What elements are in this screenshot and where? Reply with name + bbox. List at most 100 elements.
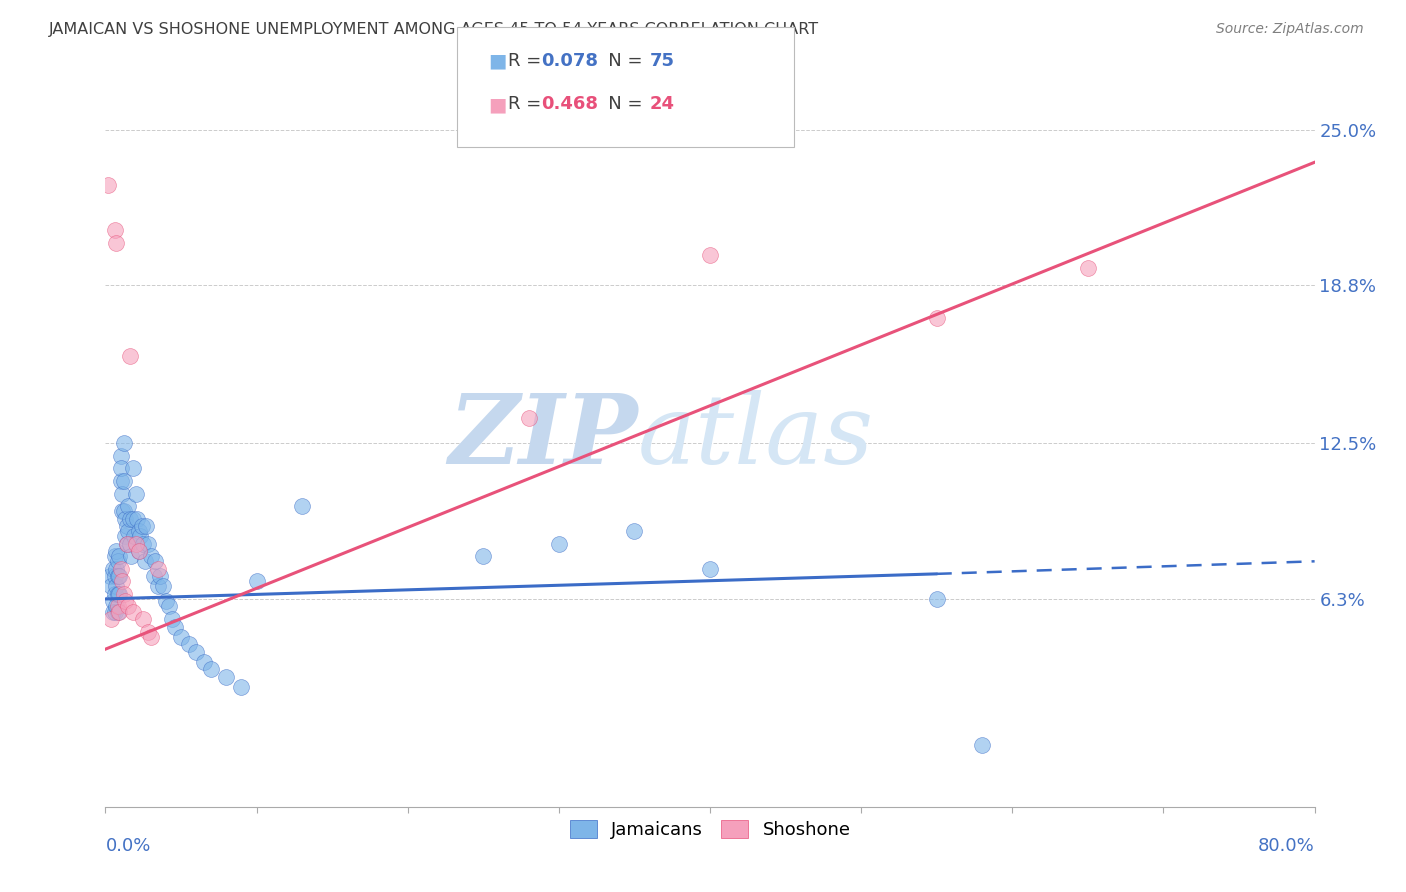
Point — [101, 594, 124, 608]
Text: ■: ■ — [488, 95, 506, 114]
Point — [122, 529, 145, 543]
Point — [152, 579, 174, 593]
Point — [115, 537, 138, 551]
Point — [136, 537, 159, 551]
Point — [177, 637, 200, 651]
Point — [105, 544, 128, 558]
Point — [155, 594, 177, 608]
Point — [131, 519, 153, 533]
Point — [103, 549, 125, 564]
Point — [128, 544, 150, 558]
Point — [118, 349, 141, 363]
Point — [101, 562, 124, 576]
Legend: Jamaicans, Shoshone: Jamaicans, Shoshone — [562, 813, 858, 847]
Point — [110, 461, 132, 475]
Point — [110, 449, 132, 463]
Point — [100, 612, 122, 626]
Text: ■: ■ — [488, 52, 506, 70]
Point — [148, 562, 170, 576]
Text: 0.078: 0.078 — [541, 52, 599, 70]
Point — [157, 599, 180, 614]
Point — [103, 569, 125, 583]
Point — [699, 248, 721, 262]
Text: atlas: atlas — [637, 390, 873, 484]
Text: 0.0%: 0.0% — [105, 838, 150, 855]
Point — [127, 511, 149, 525]
Point — [105, 562, 128, 576]
Point — [139, 630, 162, 644]
Point — [108, 569, 131, 583]
Point — [103, 605, 125, 619]
Point — [108, 549, 131, 564]
Point — [107, 599, 129, 614]
Point — [970, 738, 993, 752]
Point — [124, 486, 148, 500]
Point — [118, 511, 141, 525]
Point — [120, 549, 142, 564]
Point — [160, 612, 183, 626]
Point — [124, 537, 148, 551]
Point — [231, 680, 253, 694]
Point — [517, 411, 540, 425]
Point — [112, 474, 135, 488]
Point — [117, 599, 139, 614]
Text: ZIP: ZIP — [449, 390, 637, 484]
Point — [105, 235, 128, 250]
Point — [103, 223, 125, 237]
Point — [101, 605, 124, 619]
Point — [111, 486, 134, 500]
Text: JAMAICAN VS SHOSHONE UNEMPLOYMENT AMONG AGES 45 TO 54 YEARS CORRELATION CHART: JAMAICAN VS SHOSHONE UNEMPLOYMENT AMONG … — [49, 22, 820, 37]
Point — [139, 549, 162, 564]
Point — [105, 579, 128, 593]
Point — [108, 605, 131, 619]
Point — [107, 554, 129, 568]
Point — [132, 537, 155, 551]
Point — [114, 594, 136, 608]
Point — [114, 511, 136, 525]
Point — [108, 587, 131, 601]
Text: 75: 75 — [650, 52, 675, 70]
Point — [100, 579, 122, 593]
Point — [215, 670, 238, 684]
Point — [142, 569, 165, 583]
Point — [699, 562, 721, 576]
Point — [291, 499, 314, 513]
Point — [128, 544, 150, 558]
Point — [143, 554, 166, 568]
Point — [246, 574, 269, 589]
Point — [548, 537, 571, 551]
Point — [135, 519, 157, 533]
Point — [186, 645, 208, 659]
Point — [623, 524, 645, 539]
Point — [925, 591, 948, 606]
Point — [472, 549, 495, 564]
Point — [107, 569, 129, 583]
Point — [111, 574, 134, 589]
Point — [107, 605, 129, 619]
Text: 80.0%: 80.0% — [1258, 838, 1315, 855]
Point — [134, 554, 156, 568]
Point — [112, 587, 135, 601]
Point — [118, 537, 141, 551]
Point — [132, 612, 155, 626]
Point — [112, 504, 135, 518]
Point — [111, 504, 134, 518]
Point — [148, 579, 170, 593]
Point — [121, 511, 143, 525]
Point — [112, 436, 135, 450]
Point — [117, 499, 139, 513]
Point — [925, 310, 948, 325]
Point — [103, 587, 125, 601]
Point — [129, 529, 152, 543]
Text: 24: 24 — [650, 95, 675, 113]
Point — [193, 655, 215, 669]
Point — [163, 619, 186, 633]
Point — [98, 569, 121, 583]
Point — [121, 605, 143, 619]
Point — [136, 624, 159, 639]
Point — [110, 562, 132, 576]
Point — [107, 587, 129, 601]
Point — [110, 474, 132, 488]
Point — [170, 630, 193, 644]
Point — [1077, 260, 1099, 275]
